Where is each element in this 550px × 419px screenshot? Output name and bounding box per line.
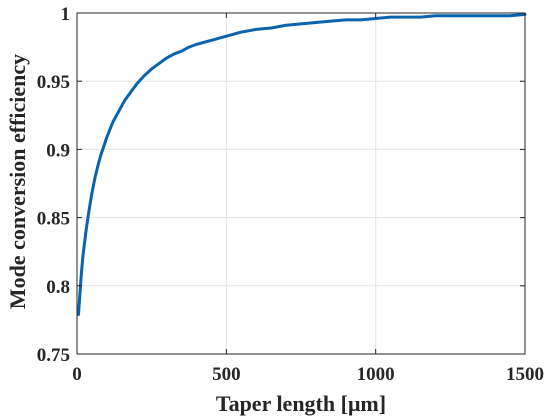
plot-frame (76, 12, 526, 355)
y-tick-label: 0.85 (37, 209, 70, 230)
y-tick-label: 1 (61, 4, 71, 25)
y-tick-label: 0.75 (37, 345, 70, 366)
y-tick-labels: 0.75 0.8 0.85 0.9 0.95 1 (37, 4, 70, 366)
x-tick-label: 500 (212, 364, 241, 385)
x-tick-label: 1500 (506, 364, 544, 385)
x-axis-title: Taper length [μm] (216, 391, 386, 416)
y-tick-label: 0.9 (46, 140, 70, 161)
y-axis-title: Mode conversion efficiency (5, 54, 30, 309)
x-tick-labels: 0 500 1000 1500 (72, 364, 544, 385)
series-line-0 (76, 12, 527, 316)
grid (77, 13, 525, 354)
x-tick-label: 0 (72, 364, 82, 385)
y-tick-label: 0.95 (37, 72, 70, 93)
x-tick-label: 1000 (357, 364, 395, 385)
tick-marks (76, 12, 526, 355)
y-tick-label: 0.8 (46, 277, 70, 298)
series-layer (76, 12, 527, 316)
